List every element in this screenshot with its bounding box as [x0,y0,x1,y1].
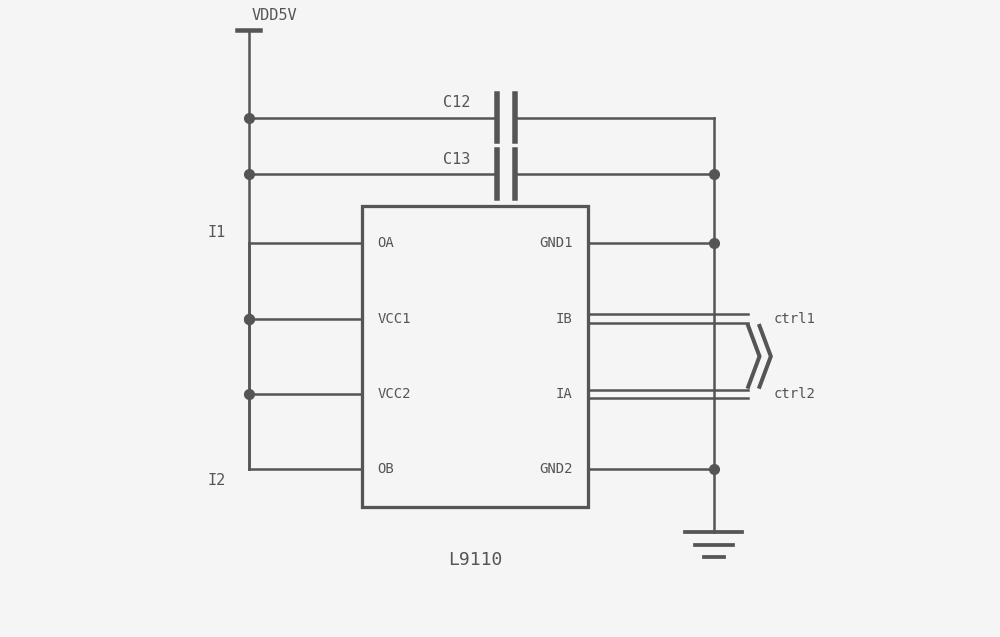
Text: IB: IB [556,311,572,326]
Text: L9110: L9110 [448,551,502,569]
Text: ctrl2: ctrl2 [773,387,815,401]
Bar [362,206,588,507]
Text: IA: IA [556,387,572,401]
Text: GND1: GND1 [539,236,572,250]
Text: OB: OB [377,462,394,476]
Text: VCC1: VCC1 [377,311,411,326]
Text: I2: I2 [208,473,226,487]
Text: VDD5V: VDD5V [252,8,297,24]
Text: C12: C12 [443,95,471,110]
Text: I1: I1 [208,225,226,240]
Text: ctrl1: ctrl1 [773,311,815,326]
Text: GND2: GND2 [539,462,572,476]
Text: C13: C13 [443,152,471,166]
Text: OA: OA [377,236,394,250]
Text: VCC2: VCC2 [377,387,411,401]
